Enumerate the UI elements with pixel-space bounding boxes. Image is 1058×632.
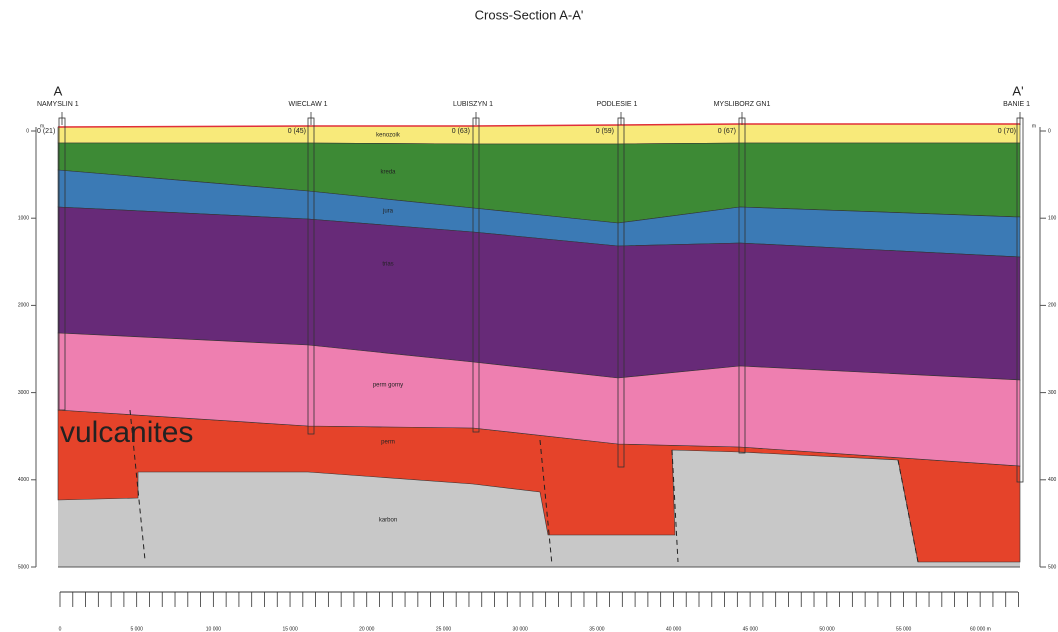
depth-label: 0 [26, 128, 29, 134]
axis-unit: m [1032, 123, 1036, 129]
well-top: 0 (67) [718, 128, 736, 135]
depth-label: 2000 [18, 303, 29, 309]
scale-label: 30 000 [513, 626, 529, 632]
well-name: PODLESIE 1 [597, 101, 638, 108]
scale-label: 60 000 m [970, 626, 991, 632]
end-label: A [54, 83, 63, 98]
end-label: A' [1012, 83, 1023, 98]
scale-label: 35 000 [589, 626, 605, 632]
scale-label: 55 000 [896, 626, 912, 632]
well-top: 0 (59) [596, 128, 614, 135]
layer-label: perm [381, 440, 395, 446]
annotation: vulcanites [60, 416, 193, 449]
scale-label: 20 000 [359, 626, 375, 632]
depth-label: 0 [1048, 128, 1051, 134]
well-top: 0 (45) [288, 128, 306, 135]
depth-label: 200 [1048, 303, 1057, 309]
well-top: 0 (70) [998, 128, 1016, 135]
depth-label: 300 [1048, 390, 1057, 396]
layer-label: kreda [380, 170, 396, 176]
depth-label: 500 [1048, 564, 1057, 570]
scale-label: 0 [59, 626, 62, 632]
depth-label: 400 [1048, 477, 1057, 483]
layer-label: perm gorny [373, 383, 403, 389]
well-name: MYSLIBORZ GN1 [714, 101, 771, 108]
well-name: WIECLAW 1 [288, 101, 327, 108]
depth-label: 4000 [18, 477, 29, 483]
depth-label: 100 [1048, 216, 1057, 222]
layers [57, 123, 1021, 568]
well-name: BANIE 1 [1003, 101, 1030, 108]
scale-label: 15 000 [282, 626, 298, 632]
scale-label: 5 000 [130, 626, 143, 632]
fault [129, 409, 146, 561]
layer-label: karbon [379, 518, 397, 524]
depth-label: 1000 [18, 216, 29, 222]
well-name: NAMYSLIN 1 [37, 101, 79, 108]
surface [57, 123, 1020, 128]
layer-label: kenozoik [376, 133, 401, 139]
scale-label: 40 000 [666, 626, 682, 632]
scale-label: 50 000 [819, 626, 835, 632]
layer-label: trias [382, 262, 393, 268]
axis-unit: m [40, 123, 44, 129]
layer-label: jura [382, 209, 394, 215]
well-top: 0 (63) [452, 128, 470, 135]
well-name: LUBISZYN 1 [453, 101, 493, 108]
well-top: 0 (21) [37, 128, 55, 135]
title: Cross-Section A-A' [475, 7, 584, 22]
scale-label: 45 000 [743, 626, 759, 632]
annotations: NAMYSLIN 1 0 (21) WIECLAW 1 0 (45) LUBISZYN … [18, 101, 1057, 632]
fault [671, 449, 679, 563]
scale-label: 10 000 [206, 626, 222, 632]
depth-label: 3000 [18, 390, 29, 396]
scale-label: 25 000 [436, 626, 452, 632]
fault [539, 439, 553, 566]
depth-label: 5000 [18, 564, 29, 570]
